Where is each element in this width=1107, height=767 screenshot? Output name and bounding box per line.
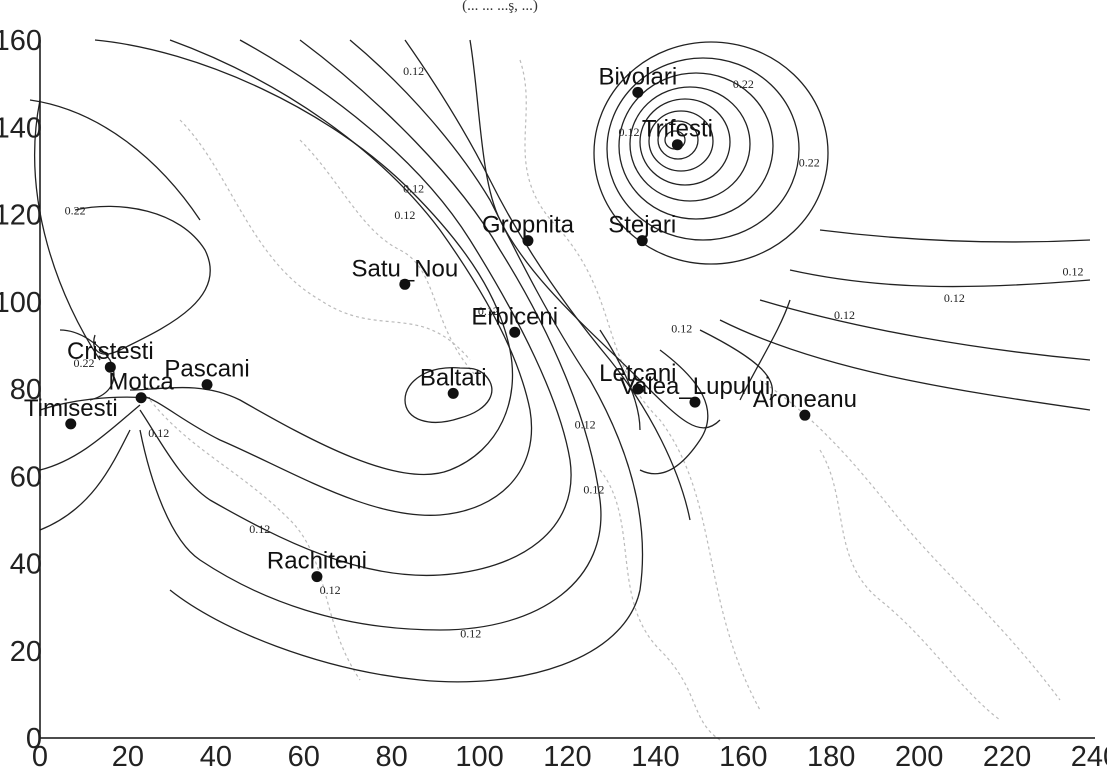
station-label: Satu_Nou bbox=[351, 255, 458, 282]
contour-label: 0.12 bbox=[478, 304, 499, 318]
contour-label: 0.12 bbox=[1063, 265, 1084, 279]
contour-label: 0.22 bbox=[73, 356, 94, 370]
y-tick-label: 80 bbox=[10, 374, 42, 406]
contour-label: 0.12 bbox=[394, 208, 415, 222]
station-marker bbox=[311, 571, 323, 583]
y-tick-label: 160 bbox=[0, 25, 42, 57]
contour-label: 0.12 bbox=[320, 583, 341, 597]
station-label: Erbiceni bbox=[471, 303, 558, 330]
station-marker bbox=[636, 235, 648, 247]
station-marker bbox=[104, 361, 116, 373]
x-tick-labels: 0 20 40 60 80 100 120 140 160 180 200 220 240 bbox=[32, 741, 1107, 767]
contour-label: 0.12 bbox=[403, 64, 424, 78]
x-tick-label: 100 bbox=[455, 741, 503, 767]
station-marker bbox=[632, 86, 644, 98]
station-label: Baltati bbox=[420, 364, 487, 391]
station-label: Valea_Lupului bbox=[620, 373, 770, 400]
station-label: Letcani bbox=[599, 360, 676, 387]
x-tick-label: 0 bbox=[32, 741, 48, 767]
x-tick-label: 120 bbox=[543, 741, 591, 767]
station-marker bbox=[509, 326, 521, 338]
x-tick-label: 60 bbox=[288, 741, 320, 767]
contour-label: 0.12 bbox=[583, 483, 604, 497]
x-tick-label: 200 bbox=[895, 741, 943, 767]
y-tick-label: 20 bbox=[10, 636, 42, 668]
station-label: Stejari bbox=[608, 212, 676, 239]
contour-label: 0.12 bbox=[575, 417, 596, 431]
station-label: Bivolari bbox=[598, 63, 677, 90]
station-marker bbox=[671, 139, 683, 151]
station-marker bbox=[447, 387, 459, 399]
y-tick-label: 40 bbox=[10, 549, 42, 581]
x-tick-label: 80 bbox=[376, 741, 408, 767]
station-label: Cristesti bbox=[67, 338, 154, 365]
station-label: Rachiteni bbox=[267, 548, 367, 575]
x-tick-label: 180 bbox=[807, 741, 855, 767]
contour-label: 0.22 bbox=[65, 204, 86, 218]
contour-label: 0.22 bbox=[733, 77, 754, 91]
contour-label: 0.12 bbox=[834, 308, 855, 322]
station-marker bbox=[65, 418, 77, 430]
station-label: Timisesti bbox=[24, 395, 118, 422]
chart-title: (... ... ...ş, ...) bbox=[462, 0, 538, 14]
contour-label: 0.12 bbox=[148, 426, 169, 440]
base-map bbox=[149, 59, 1061, 741]
contour-label: 0.12 bbox=[460, 627, 481, 641]
y-tick-label: 0 bbox=[26, 723, 42, 755]
station-marker bbox=[632, 383, 644, 395]
contour-label: 0.12 bbox=[249, 522, 270, 536]
contour-label: 0.12 bbox=[944, 291, 965, 305]
station-label: Pascani bbox=[164, 356, 249, 383]
contour-label: 0.12 bbox=[403, 182, 424, 196]
station-label: Motca bbox=[108, 369, 174, 396]
x-tick-label: 240 bbox=[1071, 741, 1107, 767]
x-tick-label: 160 bbox=[719, 741, 767, 767]
station-marker bbox=[522, 235, 534, 247]
x-tick-label: 140 bbox=[631, 741, 679, 767]
axes bbox=[39, 40, 1095, 739]
x-tick-label: 40 bbox=[200, 741, 232, 767]
station-label: Gropnita bbox=[482, 212, 575, 239]
x-tick-label: 220 bbox=[983, 741, 1031, 767]
station-marker bbox=[799, 409, 811, 421]
station-marker bbox=[201, 379, 213, 391]
contour-lines bbox=[29, 39, 1091, 683]
y-tick-label: 100 bbox=[0, 287, 42, 319]
y-tick-labels: 0 20 40 60 80 100 120 140 160 bbox=[0, 25, 42, 755]
y-tick-label: 140 bbox=[0, 112, 42, 144]
station-marker bbox=[689, 396, 701, 408]
station-label: Trifesti bbox=[642, 116, 713, 143]
contour-label: 0.12 bbox=[671, 321, 692, 335]
station-marker bbox=[135, 392, 147, 404]
contour-labels: 0.12 0.22 0.12 0.22 0.22 0.12 0.12 0.12 0.12 0.12… bbox=[65, 64, 1084, 641]
contour-label: 0.22 bbox=[799, 156, 820, 170]
y-tick-label: 120 bbox=[0, 200, 42, 232]
station-label: Aroneanu bbox=[753, 386, 857, 413]
stations: Bivolari Trifesti Gropnita Stejari Satu_Nou E… bbox=[24, 63, 857, 583]
x-tick-label: 20 bbox=[112, 741, 144, 767]
contour-label: 0.12 bbox=[619, 125, 640, 139]
y-tick-label: 60 bbox=[10, 461, 42, 493]
station-marker bbox=[399, 278, 411, 290]
